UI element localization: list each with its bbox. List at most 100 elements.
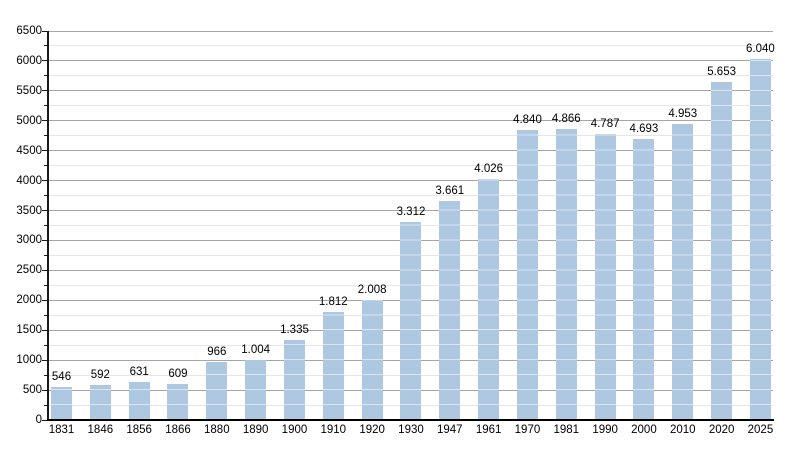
- y-tick-major: [42, 359, 48, 361]
- bar: [555, 128, 577, 420]
- y-tick-minor: [44, 404, 48, 406]
- bar: [128, 382, 150, 420]
- bar: [51, 387, 72, 420]
- y-tick-label: 6500: [16, 25, 42, 37]
- y-tick-label: 2500: [16, 264, 42, 277]
- bar: [283, 340, 305, 420]
- y-tick-minor: [44, 284, 48, 286]
- bar: [633, 139, 655, 420]
- x-tick-label: 1990: [592, 424, 618, 436]
- bar-value-label: 2.008: [357, 283, 387, 296]
- y-tick-minor: [44, 45, 48, 47]
- bar: [749, 58, 771, 420]
- x-tick-label: 1846: [87, 424, 114, 436]
- y-tick-major: [42, 419, 48, 421]
- x-tick-label: 2000: [631, 424, 657, 436]
- x-tick-label: 1981: [553, 424, 580, 436]
- x-tick-label: 1890: [242, 424, 269, 436]
- y-tick-major: [42, 210, 48, 212]
- bar-value-label: 6.040: [746, 42, 775, 55]
- y-tick-major: [42, 180, 48, 182]
- x-tick-label: 1910: [320, 424, 347, 436]
- y-tick-label: 0: [35, 414, 42, 426]
- x-tick-label: 2025: [747, 424, 774, 436]
- y-tick-label: 5500: [16, 84, 42, 97]
- bar: [361, 299, 383, 420]
- x-tick-label: 1920: [359, 424, 385, 436]
- bar-value-label: 966: [207, 346, 227, 359]
- bar: [206, 362, 228, 420]
- y-tick-minor: [44, 374, 48, 376]
- bar-value-label: 4.953: [668, 107, 698, 120]
- bar-value-label: 1.812: [318, 295, 348, 308]
- bar-value-label: 5.653: [707, 65, 736, 78]
- bar-value-label: 3.661: [435, 184, 465, 197]
- x-tick-label: 2010: [669, 424, 696, 436]
- y-tick-minor: [44, 105, 48, 107]
- y-tick-label: 6000: [16, 54, 42, 67]
- bar: [516, 130, 538, 420]
- bar-value-label: 609: [168, 367, 188, 380]
- bar: [400, 221, 422, 420]
- bar-value-label: 4.840: [513, 114, 542, 127]
- x-tick-label: 1880: [204, 424, 230, 436]
- y-gridline-minor: [48, 135, 773, 137]
- y-tick-minor: [44, 165, 48, 167]
- y-tick-label: 4500: [16, 144, 42, 157]
- x-axis-line: [47, 419, 774, 421]
- y-gridline-major: [48, 30, 773, 32]
- y-tick-label: 500: [22, 384, 42, 397]
- y-gridline-major: [48, 180, 773, 182]
- bar: [711, 81, 733, 420]
- bar-value-label: 3.312: [396, 205, 426, 218]
- y-tick-minor: [44, 195, 48, 197]
- x-tick-label: 1970: [514, 424, 541, 436]
- bar: [245, 359, 267, 420]
- bar-value-label: 4.866: [551, 112, 581, 125]
- y-tick-major: [42, 120, 48, 122]
- x-tick-label: 1866: [165, 424, 191, 436]
- bar-value-label: 1.004: [241, 343, 271, 356]
- y-tick-major: [42, 239, 48, 241]
- y-tick-label: 4000: [16, 174, 42, 187]
- y-tick-minor: [44, 314, 48, 316]
- bar-value-label: 4.026: [474, 163, 504, 176]
- y-tick-major: [42, 389, 48, 391]
- bar-value-label: 546: [51, 371, 72, 384]
- y-tick-major: [42, 299, 48, 301]
- bar: [439, 200, 461, 420]
- x-tick-label: 1900: [281, 424, 308, 436]
- y-tick-label: 5000: [16, 114, 42, 127]
- y-gridline-minor: [48, 105, 773, 107]
- y-tick-label: 1000: [16, 354, 42, 367]
- y-tick-minor: [44, 225, 48, 226]
- y-tick-major: [42, 329, 48, 331]
- y-tick-label: 3000: [16, 234, 42, 247]
- y-tick-major: [42, 30, 48, 32]
- y-tick-major: [42, 90, 48, 92]
- bar: [322, 311, 344, 420]
- bar: [594, 133, 616, 420]
- y-gridline-major: [48, 150, 773, 152]
- y-tick-label: 2000: [16, 294, 42, 307]
- x-tick-label: 1947: [437, 424, 463, 436]
- bar-value-label: 4.693: [629, 123, 659, 136]
- bar-value-label: 631: [129, 366, 149, 379]
- bar-value-label: 1.335: [280, 324, 309, 337]
- y-tick-minor: [44, 75, 48, 77]
- y-gridline-major: [48, 210, 773, 212]
- bar: [478, 179, 500, 420]
- x-tick-label: 1930: [398, 424, 424, 436]
- y-tick-major: [42, 269, 48, 271]
- y-tick-major: [42, 150, 48, 152]
- bar-value-label: 4.787: [590, 117, 620, 130]
- y-gridline-major: [48, 60, 773, 62]
- y-gridline-major: [48, 120, 773, 122]
- y-tick-major: [42, 60, 48, 62]
- y-gridline-minor: [48, 165, 773, 167]
- bar: [672, 123, 694, 420]
- y-tick-label: 3500: [16, 204, 42, 217]
- x-tick-label: 1856: [126, 424, 152, 436]
- y-gridline-minor: [48, 195, 773, 197]
